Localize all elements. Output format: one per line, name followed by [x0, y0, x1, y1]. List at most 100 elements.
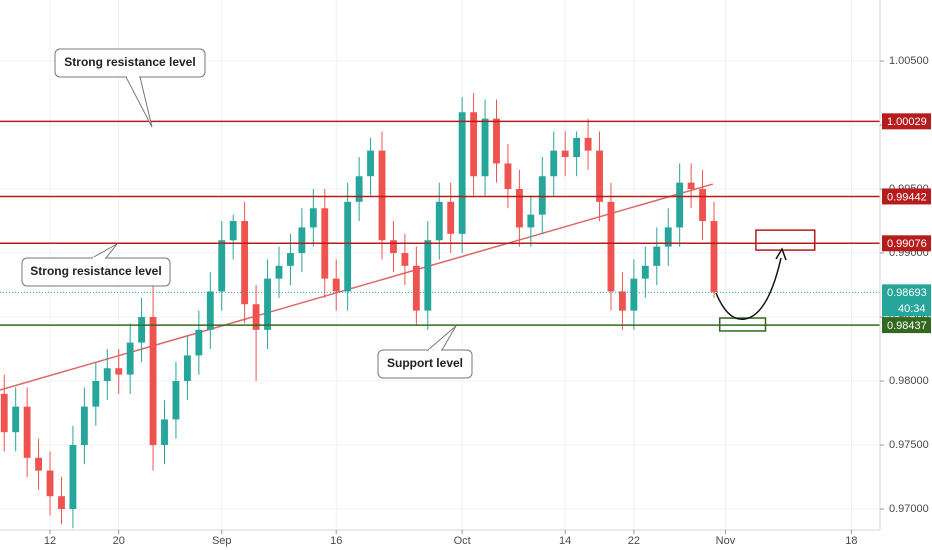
- axes: 0.970000.975000.980000.985000.990000.995…: [44, 55, 931, 547]
- candle-body: [92, 381, 100, 407]
- level-label: 1.00029: [882, 113, 931, 130]
- candle-body: [630, 278, 638, 311]
- callout-pointer: [125, 76, 153, 128]
- callout-text: Strong resistance level: [64, 55, 195, 69]
- y-tick-label: 0.97500: [889, 439, 929, 451]
- callout-box: [377, 349, 473, 379]
- x-tick-label: 20: [113, 535, 125, 547]
- candle-body: [264, 278, 271, 330]
- candle-body: [172, 381, 180, 420]
- x-tick-label: 18: [845, 535, 857, 547]
- candle-body: [309, 208, 317, 228]
- candle-body: [584, 137, 592, 151]
- arrow-head: [775, 247, 787, 261]
- candle-body: [206, 291, 214, 330]
- candle-body: [390, 240, 397, 254]
- projection-arrow: [715, 257, 782, 320]
- target-box: [755, 229, 816, 251]
- candle-body: [103, 368, 111, 382]
- last-price-label: 0.98693 40:34: [882, 284, 931, 317]
- candle-body: [229, 221, 237, 241]
- candle-body: [252, 304, 260, 330]
- x-tick-label: Nov: [716, 535, 736, 547]
- candle-body: [424, 240, 432, 311]
- candle-body: [664, 227, 672, 247]
- candle-body: [46, 470, 54, 497]
- candle-body: [12, 406, 20, 433]
- candle-body: [23, 406, 31, 458]
- candle-body: [275, 265, 283, 279]
- x-tick-label: 14: [559, 535, 571, 547]
- callout: Strong resistance level: [54, 48, 206, 128]
- candle-body: [183, 355, 191, 382]
- candle-body: [149, 317, 157, 446]
- candle-body: [676, 182, 684, 228]
- candle-body: [481, 118, 489, 177]
- x-tick-label: Sep: [212, 535, 232, 547]
- candle-body: [378, 150, 386, 241]
- level-label-box: [882, 235, 931, 252]
- candle-body: [138, 317, 146, 343]
- candle-body: [412, 265, 420, 311]
- candle-body: [332, 278, 340, 292]
- countdown: 40:34: [898, 303, 926, 315]
- plot: [0, 93, 880, 529]
- candle-body: [573, 137, 581, 158]
- candle-body: [493, 118, 500, 164]
- y-tick-label: 0.97000: [889, 503, 929, 515]
- candle-body: [355, 176, 363, 202]
- candle-body: [435, 201, 443, 241]
- candle-body: [367, 150, 375, 177]
- candle-body: [447, 201, 455, 234]
- candle-body: [126, 342, 134, 375]
- candle-body: [538, 176, 546, 215]
- callout-pointer: [427, 325, 457, 351]
- level-label-text: 1.00029: [887, 116, 927, 128]
- level-label: 0.98437: [882, 317, 931, 334]
- candle-body: [470, 112, 478, 177]
- candle-body: [241, 221, 249, 305]
- callout-text: Strong resistance level: [30, 264, 161, 278]
- x-tick-label: 16: [330, 535, 342, 547]
- callout-text: Support level: [387, 356, 463, 370]
- level-label-box: [882, 113, 931, 130]
- candle-body: [504, 163, 512, 190]
- candle-body: [699, 189, 706, 222]
- level-label-box: [882, 317, 931, 334]
- level-label-text: 0.99442: [887, 191, 927, 203]
- candle-body: [710, 221, 718, 293]
- candle-body: [561, 150, 569, 158]
- candle-body: [69, 445, 77, 510]
- last-price-box: [882, 284, 931, 317]
- candle-body: [653, 246, 661, 266]
- candle-body: [286, 253, 294, 266]
- candle-body: [596, 150, 603, 202]
- candle-body: [298, 227, 306, 254]
- candle-body: [618, 291, 626, 311]
- x-tick-label: 22: [628, 535, 640, 547]
- level-label-box: [882, 188, 931, 205]
- x-tick-label: Oct: [454, 535, 471, 547]
- candle-body: [80, 406, 88, 446]
- target-box: [718, 317, 767, 332]
- candle-body: [344, 201, 352, 292]
- level-label: 0.99076: [882, 235, 931, 252]
- candle-body: [687, 182, 695, 190]
- candle-body: [218, 240, 226, 292]
- candle-body: [458, 112, 466, 234]
- candle-body: [550, 150, 558, 177]
- candle-body: [401, 253, 409, 266]
- candle-body: [161, 419, 168, 446]
- y-tick-label: 0.98000: [889, 375, 929, 387]
- candle-body: [527, 214, 535, 228]
- callout: Support level: [377, 325, 473, 379]
- candle-body: [58, 496, 65, 510]
- level-label-text: 0.99076: [887, 238, 927, 250]
- level-label-text: 0.98437: [887, 320, 927, 332]
- candle-body: [115, 368, 123, 375]
- level-label: 0.99442: [882, 188, 931, 205]
- candle-body: [607, 201, 615, 292]
- candle-body: [195, 329, 203, 356]
- candle-body: [515, 189, 523, 228]
